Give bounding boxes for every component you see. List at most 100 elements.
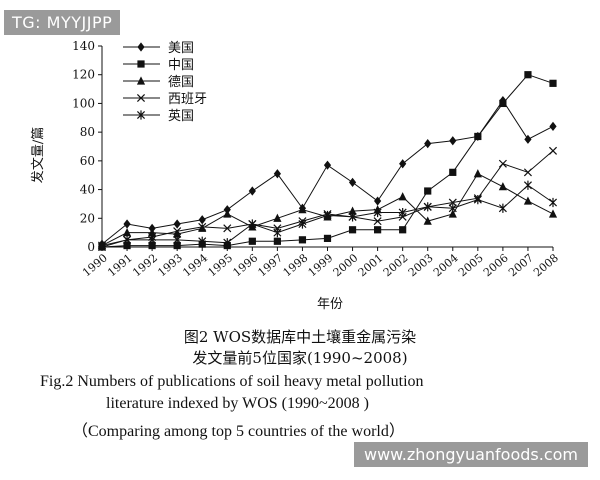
data-point [549, 121, 557, 131]
x-tick-label: 2007 [506, 251, 536, 279]
data-point [523, 168, 532, 177]
data-point [122, 228, 132, 237]
data-point [549, 79, 557, 87]
data-point [374, 226, 382, 234]
x-tick-label: 1994 [180, 251, 210, 279]
data-point [248, 219, 257, 229]
data-point [423, 202, 432, 212]
legend-entry: 西班牙 [123, 92, 207, 107]
data-point [348, 206, 357, 215]
data-point [548, 146, 558, 155]
y-tick-label: 100 [72, 96, 95, 110]
legend-label: 英国 [168, 109, 194, 124]
x-tick-label: 1993 [155, 251, 185, 279]
data-point [449, 136, 457, 146]
data-point [523, 180, 532, 190]
legend-marker [137, 42, 145, 52]
legend-label: 美国 [168, 41, 194, 56]
data-point [323, 210, 332, 221]
data-point [173, 235, 182, 245]
x-tick-label: 1998 [281, 251, 311, 279]
series-4 [97, 180, 558, 251]
data-point [123, 219, 131, 229]
data-point [348, 226, 357, 234]
legend-label: 德国 [168, 75, 194, 90]
chart-series [97, 71, 558, 252]
x-tick-label: 2008 [531, 251, 561, 279]
data-point [223, 238, 232, 248]
data-point [548, 197, 558, 208]
data-point [498, 203, 507, 213]
legend-marker [136, 76, 146, 85]
x-tick-label: 2000 [331, 251, 361, 279]
data-point [424, 139, 432, 149]
x-tick-label: 1996 [230, 251, 260, 279]
data-point [198, 222, 207, 231]
caption-cn-line2: 发文量前5位国家(1990~2008) [192, 349, 408, 367]
legend-entry: 英国 [123, 109, 194, 124]
data-point [523, 196, 533, 205]
x-tick-label: 2001 [356, 251, 386, 279]
legend-entry: 美国 [123, 41, 194, 56]
data-point [524, 134, 532, 144]
data-point [273, 213, 282, 222]
data-point [148, 235, 157, 245]
data-point [548, 209, 558, 218]
watermark-top-left: TG: MYYJJPP [4, 10, 121, 35]
data-point [173, 219, 181, 229]
data-point [173, 241, 181, 250]
x-tick-label: 2003 [406, 251, 436, 279]
data-point [298, 205, 307, 214]
legend-marker [136, 93, 146, 103]
y-tick-label: 0 [87, 240, 95, 254]
data-point [298, 236, 307, 244]
data-point [448, 203, 457, 213]
data-point [373, 207, 382, 218]
x-tick-label: 1999 [306, 251, 336, 279]
legend-marker [136, 110, 146, 120]
data-point [398, 207, 407, 218]
chart-axes: 0204060801001201401990199119921993199419… [72, 39, 561, 279]
data-point [198, 223, 207, 232]
data-point [524, 71, 532, 79]
y-tick-label: 40 [80, 183, 95, 197]
data-point [474, 132, 482, 141]
data-point [498, 159, 507, 168]
data-point [273, 169, 281, 179]
data-point [348, 177, 357, 187]
data-point [97, 240, 107, 251]
data-point [323, 234, 332, 242]
caption-en-line1: Fig.2 Numbers of publications of soil he… [40, 373, 424, 390]
caption-en-line2: literature indexed by WOS (1990~2008 ) [106, 395, 369, 412]
data-point [499, 99, 507, 108]
x-tick-label: 2004 [431, 251, 461, 279]
line-chart: 0204060801001201401990199119921993199419… [30, 39, 561, 312]
data-point [223, 209, 232, 218]
y-axis-label: 发文量/篇 [30, 127, 46, 183]
y-tick-label: 120 [72, 68, 95, 82]
data-point [173, 227, 182, 236]
data-point [323, 160, 332, 170]
data-point [248, 186, 256, 196]
legend-label: 中国 [168, 58, 194, 73]
data-point [473, 169, 482, 178]
x-tick-label: 1995 [205, 251, 235, 279]
x-tick-label: 2005 [456, 251, 486, 279]
x-tick-label: 1992 [130, 251, 160, 279]
data-point [198, 215, 206, 225]
watermark-bottom-right: www.zhongyuanfoods.com [353, 442, 588, 467]
data-point [298, 219, 307, 229]
data-point [123, 241, 131, 250]
data-point [348, 212, 357, 222]
data-point [273, 237, 281, 245]
data-point [173, 229, 182, 238]
data-point [148, 241, 156, 250]
data-point [424, 187, 432, 195]
data-point [398, 192, 407, 201]
y-tick-label: 20 [80, 211, 95, 225]
legend-marker [137, 60, 145, 68]
legend-label: 西班牙 [168, 92, 207, 107]
legend-entry: 德国 [123, 75, 194, 90]
data-point [373, 217, 382, 226]
